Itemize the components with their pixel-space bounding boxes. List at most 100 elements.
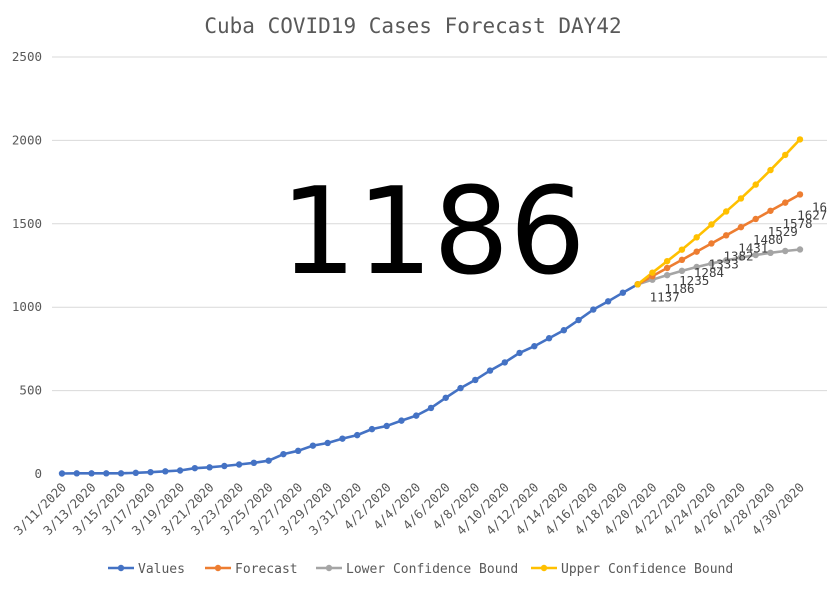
point-upper-confidence-bound: [649, 269, 656, 276]
point-values: [280, 450, 287, 458]
point-values: [221, 462, 228, 470]
point-upper-confidence-bound: [737, 195, 745, 202]
point-values: [457, 384, 464, 392]
point-values: [162, 468, 169, 475]
point-values: [132, 469, 139, 477]
point-values: [368, 425, 376, 433]
point-upper-confidence-bound: [634, 281, 641, 288]
point-values: [324, 439, 331, 447]
series-points: [58, 136, 804, 477]
legend-label: Forecast: [235, 562, 298, 577]
y-axis-ticks: 0 500 1000 1500 2000 2500: [12, 49, 42, 481]
point-values: [531, 343, 538, 350]
point-forecast: [723, 232, 730, 239]
point-values: [250, 459, 258, 467]
point-forecast: [796, 191, 804, 198]
point-forecast: [708, 240, 715, 247]
point-upper-confidence-bound: [767, 166, 774, 174]
point-values: [486, 367, 494, 374]
legend-item-values: Values: [108, 562, 185, 577]
legend: Values Forecast Lower Confidence Bound Uppe…: [108, 562, 733, 577]
data-labels: 1137118612351284133313821431148015291578…: [650, 199, 827, 304]
forecast-data-label: 1284: [694, 265, 724, 280]
point-upper-confidence-bound: [752, 181, 759, 188]
point-values: [309, 442, 317, 449]
gridlines: [52, 56, 827, 392]
point-lower-confidence-bound: [767, 249, 774, 257]
point-upper-confidence-bound: [796, 136, 804, 143]
point-values: [294, 447, 302, 455]
forecast-data-label: 1137: [650, 289, 680, 304]
point-upper-confidence-bound: [723, 208, 730, 215]
point-lower-confidence-bound: [723, 257, 730, 264]
point-values: [383, 422, 390, 430]
point-values: [545, 335, 553, 342]
y-tick-label: 1000: [12, 299, 42, 314]
point-forecast: [678, 256, 686, 264]
point-forecast: [693, 248, 700, 255]
legend-item-lower-confidence-bound: Lower Confidence Bound: [316, 562, 518, 577]
forecast-data-label: 1431: [738, 240, 768, 255]
point-forecast: [782, 199, 789, 206]
point-values: [501, 359, 508, 366]
point-values: [176, 467, 184, 474]
forecast-data-label: 1186: [664, 281, 694, 296]
legend-label: Lower Confidence Bound: [346, 562, 518, 577]
point-forecast: [767, 207, 774, 214]
point-upper-confidence-bound: [782, 151, 789, 159]
legend-label: Values: [138, 562, 185, 577]
legend-marker: [117, 564, 125, 572]
legend-label: Upper Confidence Bound: [561, 562, 733, 577]
legend-item-upper-confidence-bound: Upper Confidence Bound: [531, 562, 733, 577]
point-lower-confidence-bound: [752, 251, 759, 259]
forecast-data-label: 1235: [679, 273, 709, 288]
forecast-data-label: 1480: [753, 232, 783, 247]
y-tick-label: 1500: [12, 216, 42, 231]
point-values: [442, 394, 449, 401]
point-values: [354, 431, 361, 439]
point-values: [427, 404, 435, 412]
point-values: [103, 470, 110, 477]
point-upper-confidence-bound: [708, 221, 715, 228]
forecast-data-label: 1578: [782, 216, 812, 231]
point-upper-confidence-bound: [663, 257, 671, 265]
point-values: [516, 349, 523, 357]
y-tick-label: 2000: [12, 132, 42, 147]
point-lower-confidence-bound: [782, 247, 789, 255]
point-forecast: [663, 264, 671, 272]
point-values: [117, 470, 125, 477]
point-values: [590, 306, 597, 313]
point-values: [560, 327, 568, 334]
overlay-number: 1186: [280, 163, 585, 302]
point-upper-confidence-bound: [678, 246, 686, 253]
legend-marker: [214, 564, 222, 572]
point-values: [147, 468, 154, 476]
series-line-values: [61, 283, 639, 475]
legend-item-forecast: Forecast: [205, 562, 298, 577]
point-lower-confidence-bound: [708, 260, 715, 267]
point-values: [575, 316, 582, 324]
x-axis-ticks: 3/11/20203/13/20203/15/20203/17/20203/19…: [11, 480, 808, 539]
legend-marker: [540, 564, 548, 572]
point-values: [58, 470, 66, 477]
point-lower-confidence-bound: [663, 271, 671, 279]
point-values: [339, 435, 346, 442]
point-upper-confidence-bound: [693, 234, 700, 241]
point-forecast: [737, 223, 745, 231]
y-tick-label: 500: [19, 383, 42, 398]
point-lower-confidence-bound: [737, 254, 745, 261]
point-lower-confidence-bound: [678, 267, 686, 275]
point-values: [265, 457, 272, 464]
y-tick-label: 0: [34, 466, 42, 481]
forecast-data-label: 1676: [812, 199, 827, 214]
point-values: [413, 412, 420, 419]
point-values: [73, 470, 80, 477]
point-values: [235, 461, 243, 468]
point-values: [398, 417, 405, 424]
y-tick-label: 2500: [12, 49, 42, 64]
point-values: [191, 464, 199, 472]
point-values: [206, 464, 213, 471]
forecast-data-label: 1529: [768, 224, 798, 239]
point-forecast: [752, 215, 759, 223]
